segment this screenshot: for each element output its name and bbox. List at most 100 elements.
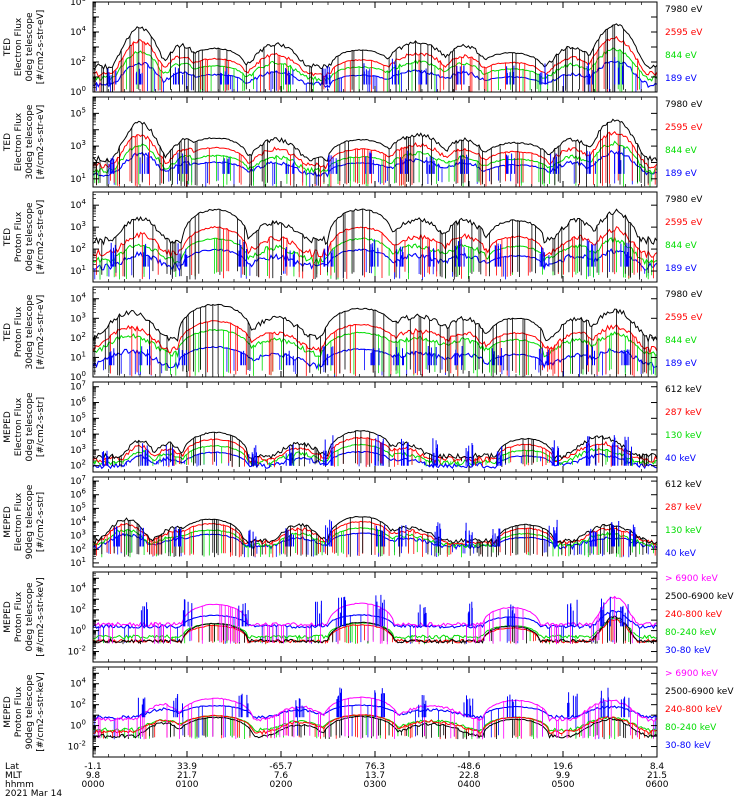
y-axis: 10-2 100 102 104 (68, 572, 657, 663)
series-line (92, 715, 658, 739)
y-tick-label: 104 (70, 582, 86, 595)
series-burst (107, 57, 624, 85)
y-tick-label: 103 (70, 220, 86, 233)
series-line (92, 149, 658, 178)
y-tick-label: 105 (70, 411, 86, 424)
flux-panel: 101 102 103 104 TEDProton Flux0deg telescope… (3, 191, 703, 283)
x-tick-label: 8.4 (650, 762, 665, 772)
y-axis-title-line: [#/cm2-s-str-eV] (36, 105, 46, 180)
x-tick-label: 22.8 (459, 771, 479, 781)
legend-entry: 40 keV (665, 454, 697, 464)
y-axis-title-line: [#/cm2-s-str-keV] (36, 577, 46, 656)
series-burst (110, 239, 630, 267)
y-axis-title-line: 0deg telescope (25, 392, 35, 462)
series-noise (94, 517, 647, 558)
y-tick-label: 106 (70, 396, 86, 409)
y-axis-title-line: Proton Flux (14, 306, 24, 357)
series-burst (137, 687, 630, 718)
legend-entry: 844 eV (665, 241, 698, 251)
x-tick-label: -1.1 (84, 762, 102, 772)
y-tick-label: 100 (70, 85, 86, 98)
y-axis-title-line: Electron Flux (14, 492, 24, 551)
y-axis-title-line: Proton Flux (14, 211, 24, 262)
x-tick-label: 33.9 (177, 762, 197, 772)
y-tick-label: 106 (70, 488, 86, 501)
flux-panel: 10-2 100 102 104 MEPEDProton Flux0deg telesc… (3, 571, 734, 663)
legend-entry: 80-240 keV (665, 628, 717, 638)
legend-entry: 2595 eV (665, 313, 703, 323)
y-tick-label: 103 (70, 529, 86, 542)
legend-entry: 2595 eV (665, 218, 703, 228)
legend-entry: 30-80 keV (665, 741, 711, 751)
series-line (92, 595, 658, 627)
y-axis-title-line: Electron Flux (14, 397, 24, 456)
series-line (92, 714, 658, 733)
legend-entry: 612 keV (665, 480, 702, 490)
series-line (92, 515, 658, 545)
y-axis-title-line: 0deg telescope (25, 582, 35, 652)
y-tick-label: 101 (70, 172, 86, 185)
legend-entry: 240-800 keV (665, 610, 723, 620)
y-tick-label: 104 (70, 25, 86, 38)
y-tick-label: 102 (70, 542, 86, 555)
legend-entry: 7980 eV (665, 100, 703, 110)
legend-entry: 189 eV (665, 264, 698, 274)
series-line (92, 225, 658, 259)
legend-entry: 130 keV (665, 526, 702, 536)
y-tick-label: 105 (70, 106, 86, 119)
x-tick-label: 0100 (176, 780, 199, 790)
y-tick-label: 100 (70, 719, 86, 732)
y-axis-title: MEPEDElectron Flux90deg telescope[#/cm2-… (3, 484, 46, 559)
series-line (92, 131, 658, 170)
y-axis: 101 103 105 (70, 96, 657, 185)
legend-entry: 7980 eV (665, 195, 703, 205)
series-burst (140, 594, 629, 627)
y-axis-title-line: MEPED (3, 506, 13, 538)
series-line (92, 430, 658, 461)
y-axis-title: TEDProton Flux30deg telescope[#/cm2-s-st… (3, 294, 46, 369)
y-axis-title-line: TED (3, 228, 13, 247)
y-axis-title-line: TED (3, 38, 13, 57)
y-axis-title-line: Electron Flux (14, 112, 24, 171)
legend-entry: 2595 eV (665, 28, 703, 38)
y-tick-label: 104 (70, 677, 86, 690)
y-tick-label: 102 (70, 603, 86, 616)
legend-entry: 287 keV (665, 408, 702, 418)
y-tick-label: 102 (70, 55, 86, 68)
legend-entry: 189 eV (665, 74, 698, 84)
y-tick-label: 103 (70, 139, 86, 152)
y-axis-title-line: [#/cm2-s-str-eV] (36, 295, 46, 370)
legend-entry: 189 eV (665, 169, 698, 179)
y-axis-title-line: [#/cm2-s-str-keV] (36, 672, 46, 751)
series-line (92, 47, 658, 82)
y-axis-title-line: [#/cm2-s-str-eV] (36, 10, 46, 85)
y-tick-label: 102 (70, 331, 86, 344)
series-burst (101, 434, 632, 466)
x-tick-label: 21.7 (177, 771, 197, 781)
y-axis-title: MEPEDProton Flux90deg telescope[#/cm2-s-… (3, 672, 46, 751)
y-tick-label: 103 (70, 443, 86, 456)
series-noise (94, 24, 658, 92)
x-tick-label: 0200 (270, 780, 293, 790)
y-tick-label: 104 (70, 198, 86, 211)
y-tick-label: 101 (70, 264, 86, 277)
y-axis-title: TEDElectron Flux0deg telescope[#/cm2-s-s… (3, 10, 46, 85)
legend-entry: 7980 eV (665, 5, 703, 15)
y-tick-label: 102 (70, 698, 86, 711)
flux-panel: 101 103 105 TEDElectron Flux30deg telescope… (3, 96, 703, 188)
x-tick-label: 9.8 (86, 771, 101, 781)
y-axis-title: MEPEDElectron Flux0deg telescope[#/cm2-s… (3, 392, 46, 462)
x-tick-label: 19.6 (553, 762, 573, 772)
series-burst (108, 145, 625, 174)
x-tick-label: 76.3 (365, 762, 385, 772)
series-line (92, 615, 658, 644)
legend-entry: 240-800 keV (665, 705, 723, 715)
legend-entry: 40 keV (665, 549, 697, 559)
legend-entry: 612 keV (665, 385, 702, 395)
bottom-axis-labels: Lat MLT hhmm 2021 Mar 14 -1.1 33.9 -65.7 76… (5, 762, 669, 799)
y-axis-title-line: [#/cm2-s-str] (36, 397, 46, 457)
y-tick-label: 104 (70, 292, 86, 305)
